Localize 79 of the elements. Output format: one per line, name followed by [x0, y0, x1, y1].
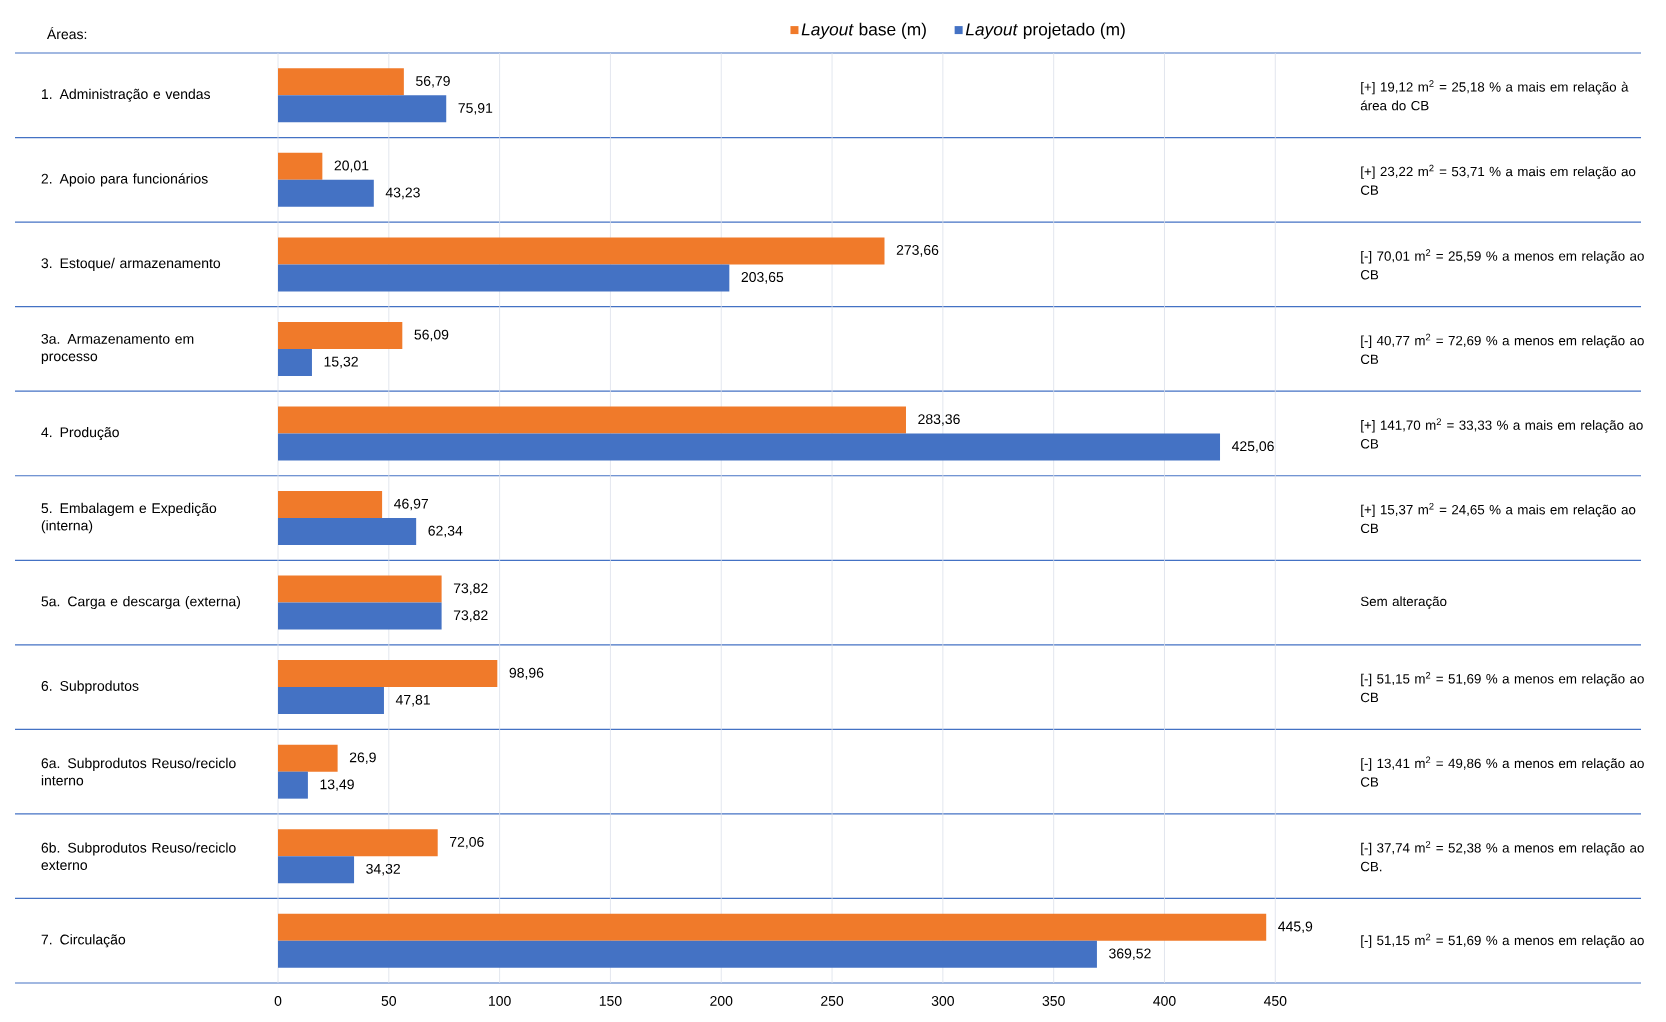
legend-label: Layout projetado (m): [965, 22, 1125, 39]
x-tick-label: 450: [1263, 995, 1287, 1006]
y-tick-label: 2. Apoio para funcionários: [41, 173, 208, 187]
data-label: 98,96: [509, 667, 544, 680]
y-tick-label: 1. Administração e vendas: [42, 88, 211, 102]
bar: [278, 856, 355, 884]
bar: [278, 771, 308, 799]
y-tick-label: 6b. Subprodutos Reuso/reciclo externo: [41, 842, 236, 871]
text: [-] 51,15 m$^{2}$ = 51,69 % a menos em relação ao CB: [1360, 672, 1644, 703]
data-label: 203,65: [741, 272, 784, 284]
x-tick-label: 300: [931, 995, 954, 1006]
bar: [278, 433, 1221, 461]
data-label: 26,9: [349, 752, 376, 764]
x-tick-label: 200: [710, 995, 733, 1006]
x-tick-label: 150: [599, 995, 622, 1006]
bar: [278, 264, 730, 292]
data-label: 369,52: [1109, 948, 1151, 961]
bar: [278, 602, 442, 630]
data-label: 34,32: [366, 863, 400, 876]
x-tick-label: 100: [489, 995, 511, 1006]
bar: [278, 687, 384, 715]
x-tick-label: 50: [381, 995, 397, 1006]
x-tick-label: 350: [1042, 995, 1065, 1006]
text: [+] 15,37 m$^{2}$ = 24,65 % a mais em relação ao CB: [1360, 502, 1636, 534]
bar: [278, 68, 404, 96]
y-tick-label: 3a. Armazenamento em processo: [41, 333, 194, 364]
bar: [278, 237, 885, 265]
data-label: 72,06: [450, 836, 484, 849]
data-label: 20,01: [334, 160, 369, 173]
annotation: [-] 51,15 m$^{2}$ = 51,69 % a menos em relação ao: [1361, 933, 1644, 948]
data-label: 13,49: [320, 779, 354, 791]
bar: [278, 660, 498, 688]
data-label: 47,81: [395, 694, 430, 707]
data-label: 73,82: [453, 610, 488, 622]
annotation: Sem alteração: [1360, 596, 1447, 609]
bar: [278, 491, 383, 519]
data-label: 62,34: [428, 525, 463, 538]
data-label: 15,32: [324, 356, 358, 369]
bar: [278, 321, 403, 349]
text: [+] 23,22 m$^{2}$ = 53,71 % a mais em relação ao CB: [1360, 164, 1636, 195]
data-label: 273,66: [896, 245, 939, 257]
legend-label: Layout base (m): [801, 22, 926, 39]
text: [-] 13,41 m$^{2}$ = 49,86 % a menos em relação ao CB: [1360, 756, 1644, 787]
x-tick-label: 0: [274, 995, 282, 1006]
bar: [278, 95, 447, 123]
y-tick-label: 4. Produção: [41, 426, 119, 441]
y-tick-label: 6. Subprodutos: [41, 680, 139, 694]
data-label: 43,23: [385, 187, 420, 200]
bar: [278, 518, 417, 546]
bar: [278, 348, 312, 376]
data-label: 46,97: [394, 498, 429, 511]
data-label: 425,06: [1231, 441, 1274, 453]
data-label: 445,9: [1278, 921, 1313, 934]
y-axis-title: Áreas:: [46, 26, 87, 40]
text: [-] 37,74 m$^{2}$ = 52,38 % a menos em relação ao CB.: [1360, 841, 1644, 872]
x-tick-label: 400: [1153, 995, 1176, 1006]
bar: [278, 575, 442, 603]
y-tick-label: 7. Circulação: [41, 934, 126, 948]
annotation: [+] 19,12 m$^{2}$ = 25,18 % a mais em relação à área do CB: [1360, 80, 1629, 111]
data-label: 56,79: [416, 76, 450, 88]
data-label: 56,09: [414, 329, 449, 342]
bar: [278, 152, 323, 180]
bar: [278, 913, 1267, 941]
x-tick-label: 250: [821, 995, 844, 1006]
bar: [278, 406, 906, 434]
data-label: 73,82: [453, 583, 488, 595]
bar: [278, 940, 1097, 968]
data-label: 75,91: [458, 103, 493, 115]
bar: [278, 179, 374, 207]
text: [-] 40,77 m$^{2}$ = 72,69 % a menos em relação ao CB: [1360, 333, 1644, 364]
y-tick-label: 5a. Carga e descarga (externa): [41, 596, 241, 610]
text: [+] 141,70 m$^{2}$ = 33,33 % a mais em relação ao CB: [1360, 418, 1643, 449]
bar: [278, 744, 338, 772]
text: [-] 70,01 m$^{2}$ = 25,59 % a menos em relação ao CB: [1360, 249, 1644, 280]
y-tick-label: 6a. Subprodutos Reuso/reciclo interno: [41, 757, 236, 786]
y-tick-label: 5. Embalagem e Expedição (interna): [41, 502, 217, 534]
bar: [278, 829, 438, 857]
y-tick-label: 3. Estoque/ armazenamento: [41, 257, 221, 271]
data-label: 283,36: [918, 414, 960, 426]
